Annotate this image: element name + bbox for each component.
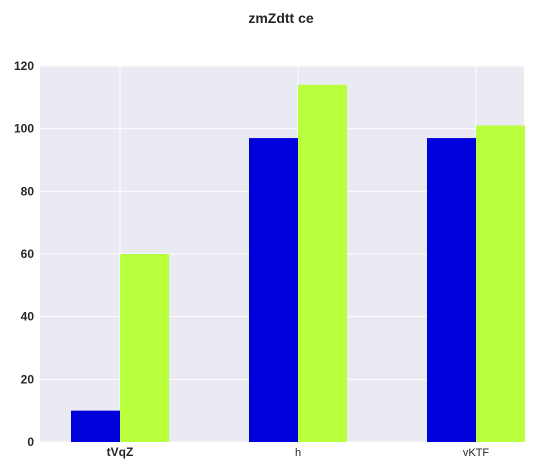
bar-s1-vKTF [476, 125, 525, 443]
bar-s1-h [298, 84, 347, 443]
bar-s0-vKTF [427, 138, 476, 443]
bar-s0-h [249, 138, 298, 443]
x-tick-label: h [295, 447, 301, 459]
x-tick-label: tVqZ [107, 445, 134, 459]
y-tick-label: 60 [21, 247, 35, 261]
y-tick-label: 20 [21, 372, 35, 386]
bars [71, 84, 525, 443]
y-tick-label: 40 [21, 310, 35, 324]
y-tick-label: 0 [27, 435, 34, 449]
x-tick-label: vKTF [463, 447, 490, 459]
bar-s1-tVqZ [120, 254, 169, 442]
y-tick-label: 120 [14, 59, 34, 73]
y-axis-ticks: 0 20 40 60 80 100 120 [14, 59, 34, 449]
bar-s0-tVqZ [71, 410, 120, 442]
y-tick-label: 80 [21, 184, 35, 198]
y-tick-label: 100 [14, 122, 34, 136]
x-axis-ticks: tVqZ h vKTF [107, 445, 490, 459]
chart-title: zmZdtt ce [248, 10, 314, 26]
